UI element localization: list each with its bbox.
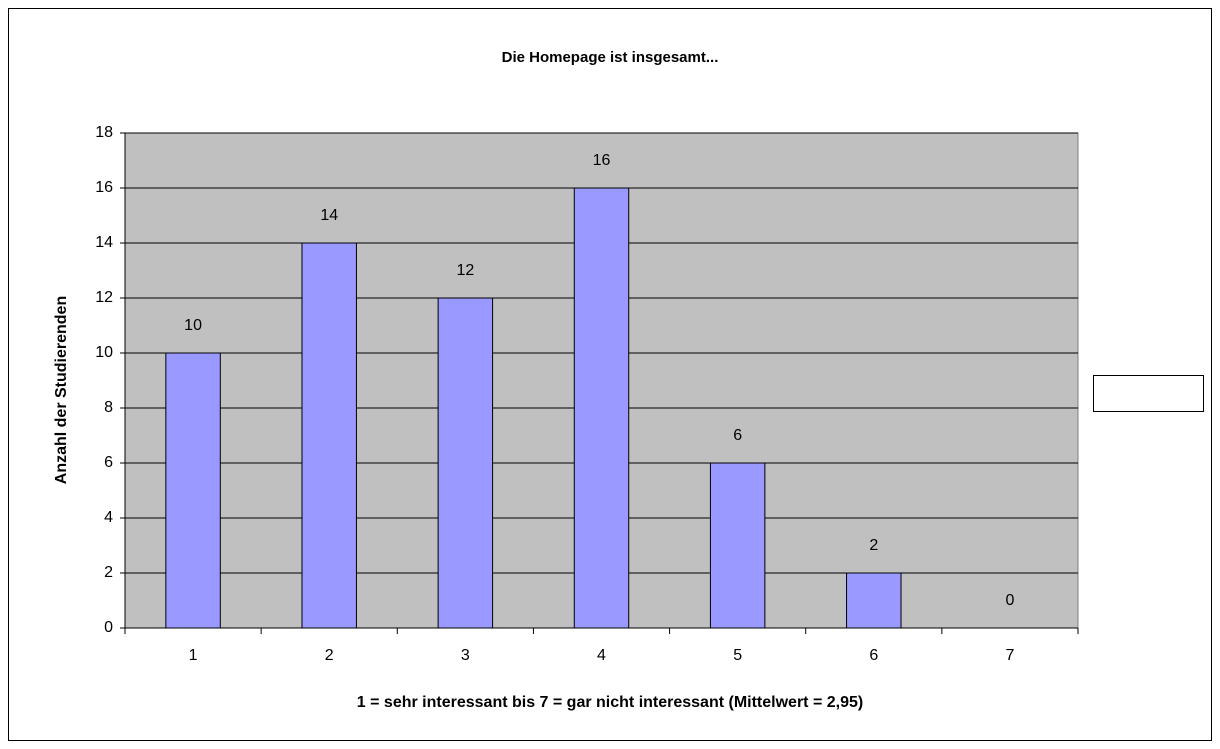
data-label: 6 [733,427,742,444]
data-label: 12 [456,262,474,279]
x-tick-label: 6 [869,647,878,664]
legend-box [1093,375,1204,412]
data-label: 16 [593,152,611,169]
chart-title: Die Homepage ist insgesamt... [502,49,719,66]
marks: 024681012141618123456710141216620Reihe1 [95,124,1167,664]
bar [437,297,494,629]
x-tick-label: 5 [733,647,742,664]
x-tick-label: 2 [325,647,334,664]
y-tick-label: 4 [104,509,113,526]
data-label: 14 [320,207,338,224]
y-tick-label: 8 [104,399,113,416]
y-axis-label: Anzahl der Studierenden [53,296,70,484]
y-tick-label: 0 [104,619,113,636]
y-tick-label: 18 [95,124,113,141]
x-axis-label: 1 = sehr interessant bis 7 = gar nicht i… [357,694,863,711]
data-label: 0 [1005,592,1014,609]
y-tick-label: 12 [95,289,113,306]
bar [846,572,902,629]
y-tick-label: 2 [104,564,113,581]
bar [301,242,357,629]
y-tick-label: 14 [95,234,113,251]
y-tick-label: 10 [95,344,113,361]
data-label: 2 [869,537,878,554]
y-tick-label: 6 [104,454,113,471]
x-tick-label: 7 [1005,647,1014,664]
y-tick-label: 16 [95,179,113,196]
bar [573,187,630,629]
bar [709,462,766,629]
x-tick-label: 1 [189,647,198,664]
data-label: 10 [184,317,202,334]
x-tick-label: 4 [597,647,606,664]
bar [165,352,221,629]
x-tick-label: 3 [461,647,470,664]
